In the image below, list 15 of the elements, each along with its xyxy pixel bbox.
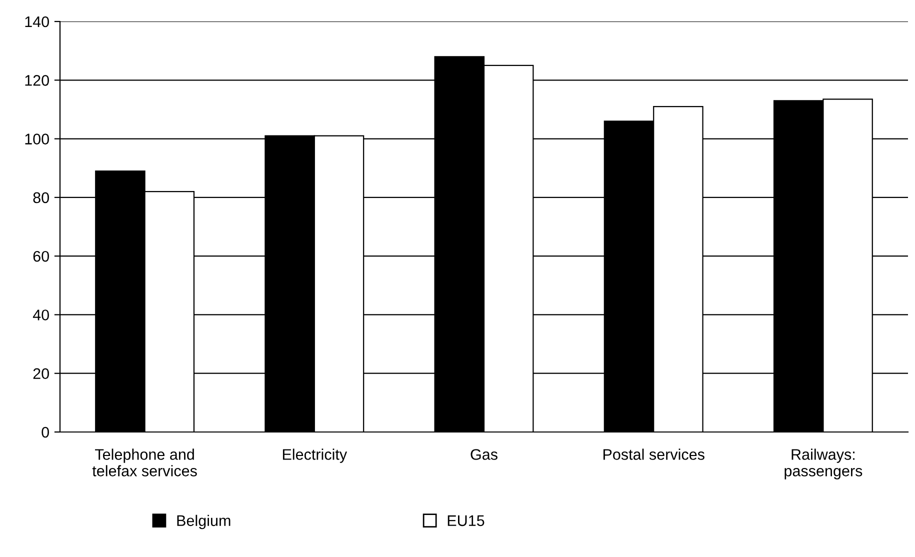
y-tick-label: 100 xyxy=(25,134,49,144)
x-tick-label: Railways: passengers xyxy=(784,448,862,480)
legend-label: EU15 xyxy=(448,515,484,526)
y-tick-label: 40 xyxy=(32,310,49,320)
y-tick-label: 60 xyxy=(33,250,49,262)
y-tick-label: 80 xyxy=(33,192,49,204)
x-tick-label: Gas xyxy=(470,449,498,460)
x-tick-label: Postal services xyxy=(603,448,704,460)
legend-label: Belgium xyxy=(177,514,230,530)
x-tick-label: Electricity xyxy=(282,448,348,463)
y-tick-label: 20 xyxy=(33,368,49,380)
y-tick-label: 140 xyxy=(25,16,49,28)
y-tick-label: 120 xyxy=(25,75,49,86)
y-tick-label: 0 xyxy=(42,426,49,438)
x-tick-label: Telephone and telefax services xyxy=(92,448,197,476)
